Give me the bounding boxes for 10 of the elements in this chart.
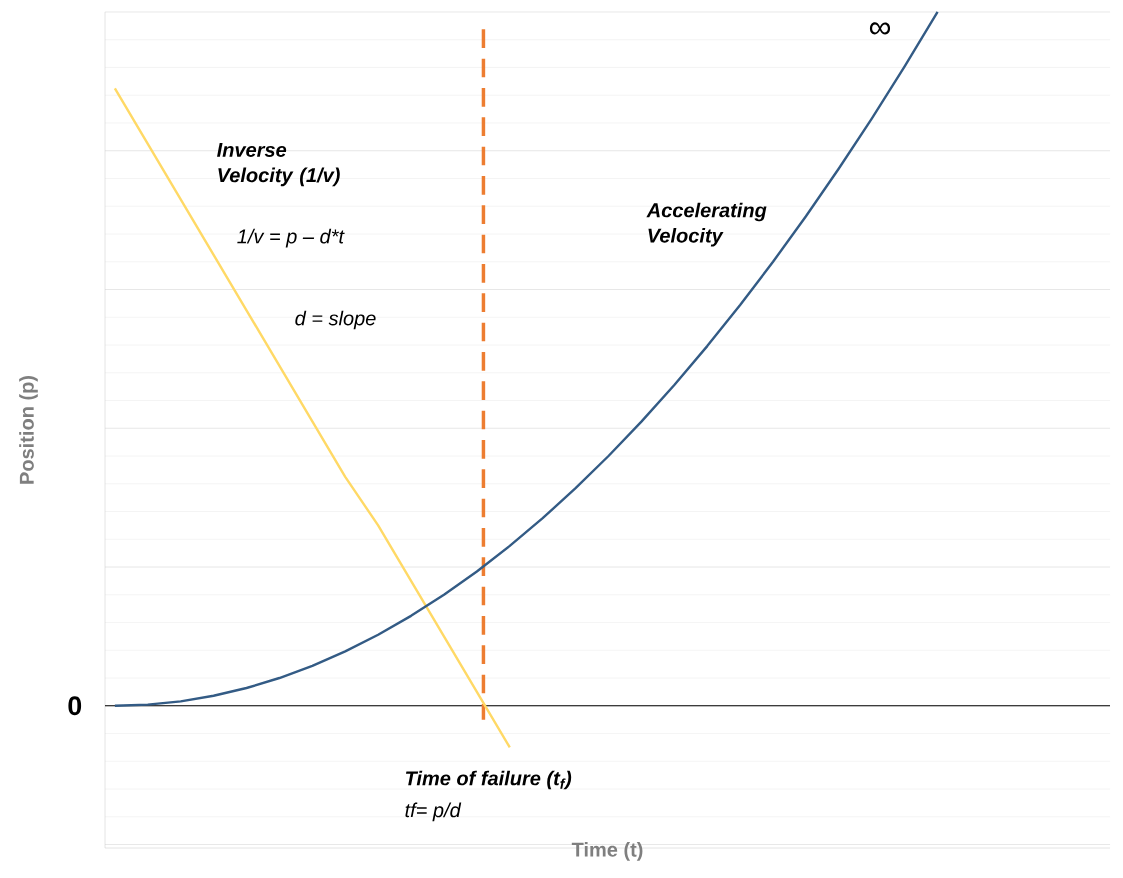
text: 0 [68,696,82,716]
annotation: d = slope [295,310,376,330]
text: Time of failure (t$_{f}$) [405,770,572,790]
y-axis-title: Position (p) [19,376,38,484]
annotation: 1/v = p – d*t [237,228,345,248]
x-axis-title: Time (t) [571,842,643,861]
series-label: Inverse Velocity (1/v) [217,142,340,187]
annotation: ∞ [869,22,891,35]
text: tf= p/d [405,802,462,822]
series-label: Accelerating Velocity [646,202,767,247]
